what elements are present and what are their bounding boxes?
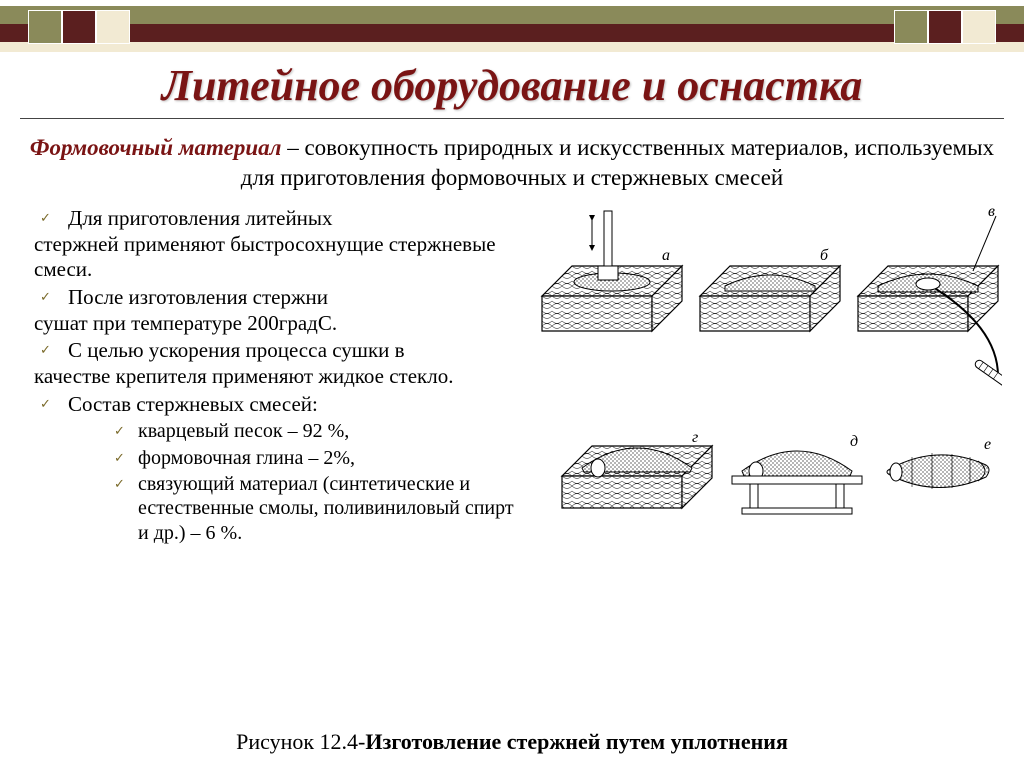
figure-caption: Рисунок 12.4-Изготовление стержней путем… [0,729,1024,755]
list-item: Состав стержневых смесей: кварцевый песо… [34,392,514,546]
figure-label-d: д [850,433,858,450]
lead-term: Формовочный материал [30,135,282,160]
caption-title: Изготовление стержней путем уплотнения [365,729,788,754]
bullet-list: Для приготовления литейных стержней прим… [34,206,514,545]
figure-label-g: г [692,429,698,446]
corner-squares-left [28,10,130,44]
list-item: формовочная глина – 2%, [108,446,514,470]
list-item: связующий материал (синтетические и есте… [108,472,514,545]
corner-squares-right [894,10,996,44]
list-item: Для приготовления литейных стержней прим… [34,206,514,283]
list-item: С целью ускорения процесса сушки в качес… [34,338,514,389]
figure-label-a: а [662,247,670,264]
decoration-band [0,0,1024,56]
figure-label-b: б [820,247,829,264]
figure-label-v: в [988,206,995,220]
title-underline [20,118,1004,119]
lead-paragraph: Формовочный материал – совокупность прир… [0,133,1024,192]
figure-diagram: а б [532,206,1002,586]
figure-label-e: е [984,436,991,453]
lead-rest: – совокупность природных и искусственных… [241,135,994,189]
page-title: Литейное оборудование и оснастка [0,62,1024,110]
list-item: кварцевый песок – 92 %, [108,419,514,443]
figure-column: а б [524,206,1010,586]
list-item: После изготовления стержни сушат при тем… [34,285,514,336]
caption-prefix: Рисунок 12.4- [236,729,365,754]
text-column: Для приготовления литейных стержней прим… [34,206,514,586]
sub-list: кварцевый песок – 92 %, формовочная глин… [108,419,514,545]
